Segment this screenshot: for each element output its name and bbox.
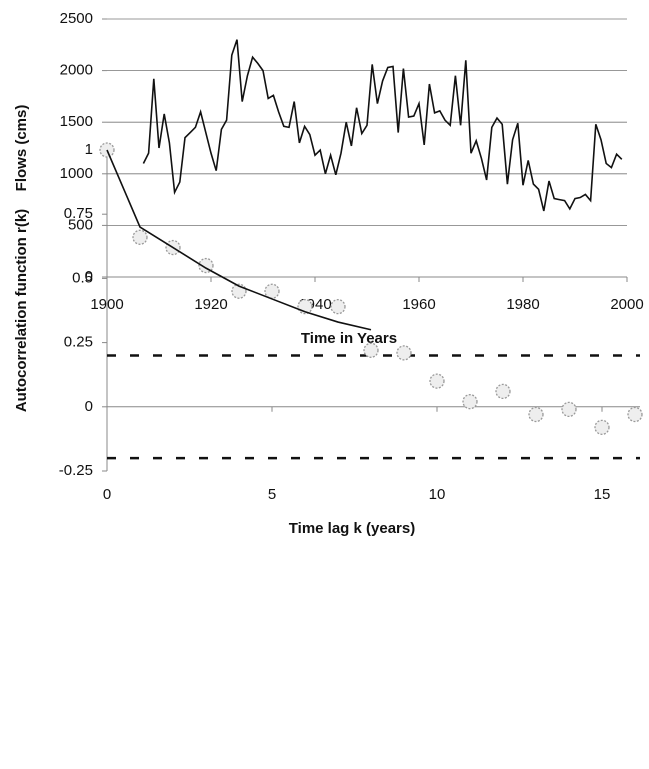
acf-point [198,257,214,274]
acf-point [528,406,544,423]
y-tick-label: 1 [85,141,93,158]
x-tick-label: 2000 [610,296,643,313]
x-tick-label: 1920 [194,296,227,313]
acf-point [594,419,610,435]
x-tick-label: 10 [429,486,446,503]
y-tick-label: 2500 [60,10,93,27]
x-tick-label: 1960 [402,296,435,313]
y-tick-label: -0.25 [59,462,93,479]
acf-point [363,342,379,358]
x-axis-title: Time in Years [301,330,397,347]
x-axis-title: Time lag k (years) [289,520,415,537]
acf-point [264,283,280,299]
acf-point [462,394,478,410]
flow-line [142,39,623,212]
acf-point [627,406,643,423]
acf-point [561,401,577,418]
y-tick-label: 0 [85,398,93,415]
y-axis-title: Flows (cms) [13,105,30,192]
y-tick-label: 0.25 [64,334,93,351]
y-tick-label: 0 [85,268,93,285]
y-tick-label: 0.5 [72,269,93,286]
y-axis-title: Autocorrelation function r(k) [13,209,30,412]
x-tick-label: 5 [268,486,276,503]
acf-point [330,298,346,315]
y-tick-label: 500 [68,216,93,233]
x-tick-label: 15 [594,486,611,503]
x-tick-label: 1980 [506,296,539,313]
y-tick-label: 1500 [60,113,93,130]
y-tick-label: 0.75 [64,205,93,222]
x-tick-label: 0 [103,486,111,503]
acf-point [396,345,412,361]
y-tick-label: 1000 [60,165,93,182]
acf-point [132,229,148,245]
y-tick-label: 2000 [60,62,93,79]
acf-point [495,383,511,400]
fit-line [106,149,372,331]
acf-point [429,373,445,389]
